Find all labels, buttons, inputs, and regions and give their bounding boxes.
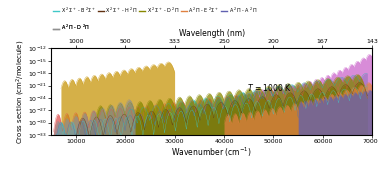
Legend: A $^2\Pi$ - D $^2\Pi$: A $^2\Pi$ - D $^2\Pi$ bbox=[53, 23, 90, 33]
Y-axis label: Cross section (cm$^2$/molecule): Cross section (cm$^2$/molecule) bbox=[14, 40, 26, 144]
Text: $T$ = 1000 K: $T$ = 1000 K bbox=[247, 82, 292, 93]
X-axis label: Wavelength (nm): Wavelength (nm) bbox=[179, 29, 245, 39]
X-axis label: Wavenumber (cm$^{-1}$): Wavenumber (cm$^{-1}$) bbox=[171, 145, 252, 159]
